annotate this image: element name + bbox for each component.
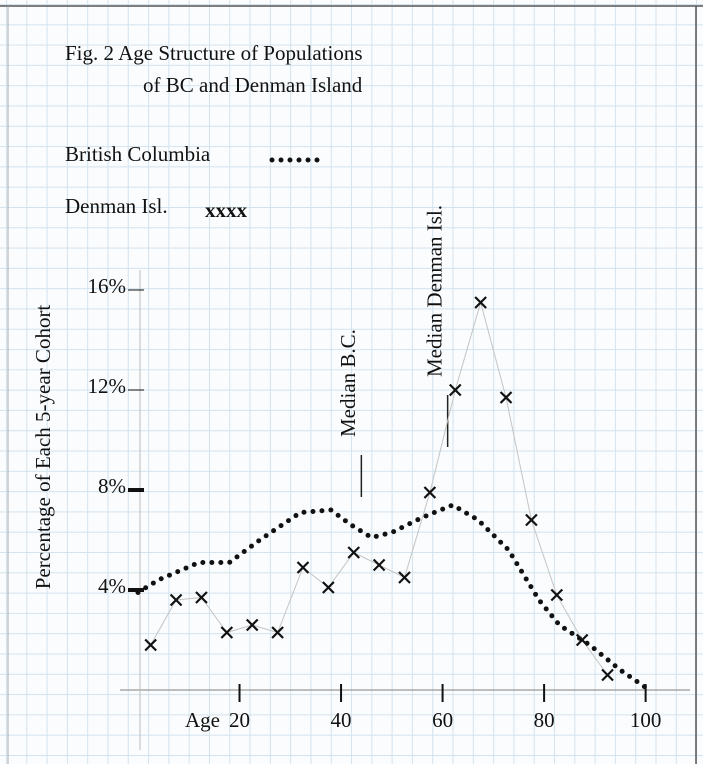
page: Fig. 2 Age Structure of Populations of B… — [0, 0, 703, 764]
data-point — [399, 572, 410, 583]
data-point — [450, 385, 461, 396]
legend-label: Denman Isl. — [65, 194, 168, 218]
data-point — [501, 392, 512, 403]
y-tick-label: 12% — [88, 374, 127, 398]
y-tick-label: 4% — [98, 574, 126, 598]
x-tick-label: 40 — [331, 708, 352, 732]
data-point — [424, 487, 435, 498]
data-point — [348, 547, 359, 558]
legend-label: British Columbia — [65, 142, 211, 166]
series-line — [151, 303, 608, 676]
x-axis-label: Age — [185, 708, 220, 732]
y-tick-label: 8% — [98, 474, 126, 498]
series-line — [138, 505, 646, 688]
data-point — [374, 560, 385, 571]
chart-title: of BC and Denman Island — [143, 73, 363, 97]
x-tick-label: 100 — [630, 708, 662, 732]
annotation: Median Denman Isl. — [422, 205, 446, 377]
data-point — [526, 515, 537, 526]
data-point — [323, 582, 334, 593]
data-point — [221, 627, 232, 638]
y-tick-label: 16% — [88, 274, 127, 298]
x-tick-label: 20 — [229, 708, 250, 732]
x-tick-label: 60 — [432, 708, 453, 732]
data-point — [602, 670, 613, 681]
data-point — [247, 620, 258, 631]
legend-symbol: xxxx — [205, 198, 248, 222]
y-axis-label: Percentage of Each 5-year Cohort — [31, 305, 55, 590]
data-point — [475, 297, 486, 308]
x-tick-label: 80 — [534, 708, 555, 732]
annotation: Median B.C. — [336, 329, 360, 437]
data-point — [145, 640, 156, 651]
chart-title: Fig. 2 Age Structure of Populations — [65, 41, 363, 65]
data-point — [272, 627, 283, 638]
data-point — [551, 590, 562, 601]
chart: Fig. 2 Age Structure of Populations of B… — [0, 0, 703, 764]
data-point — [297, 562, 308, 573]
